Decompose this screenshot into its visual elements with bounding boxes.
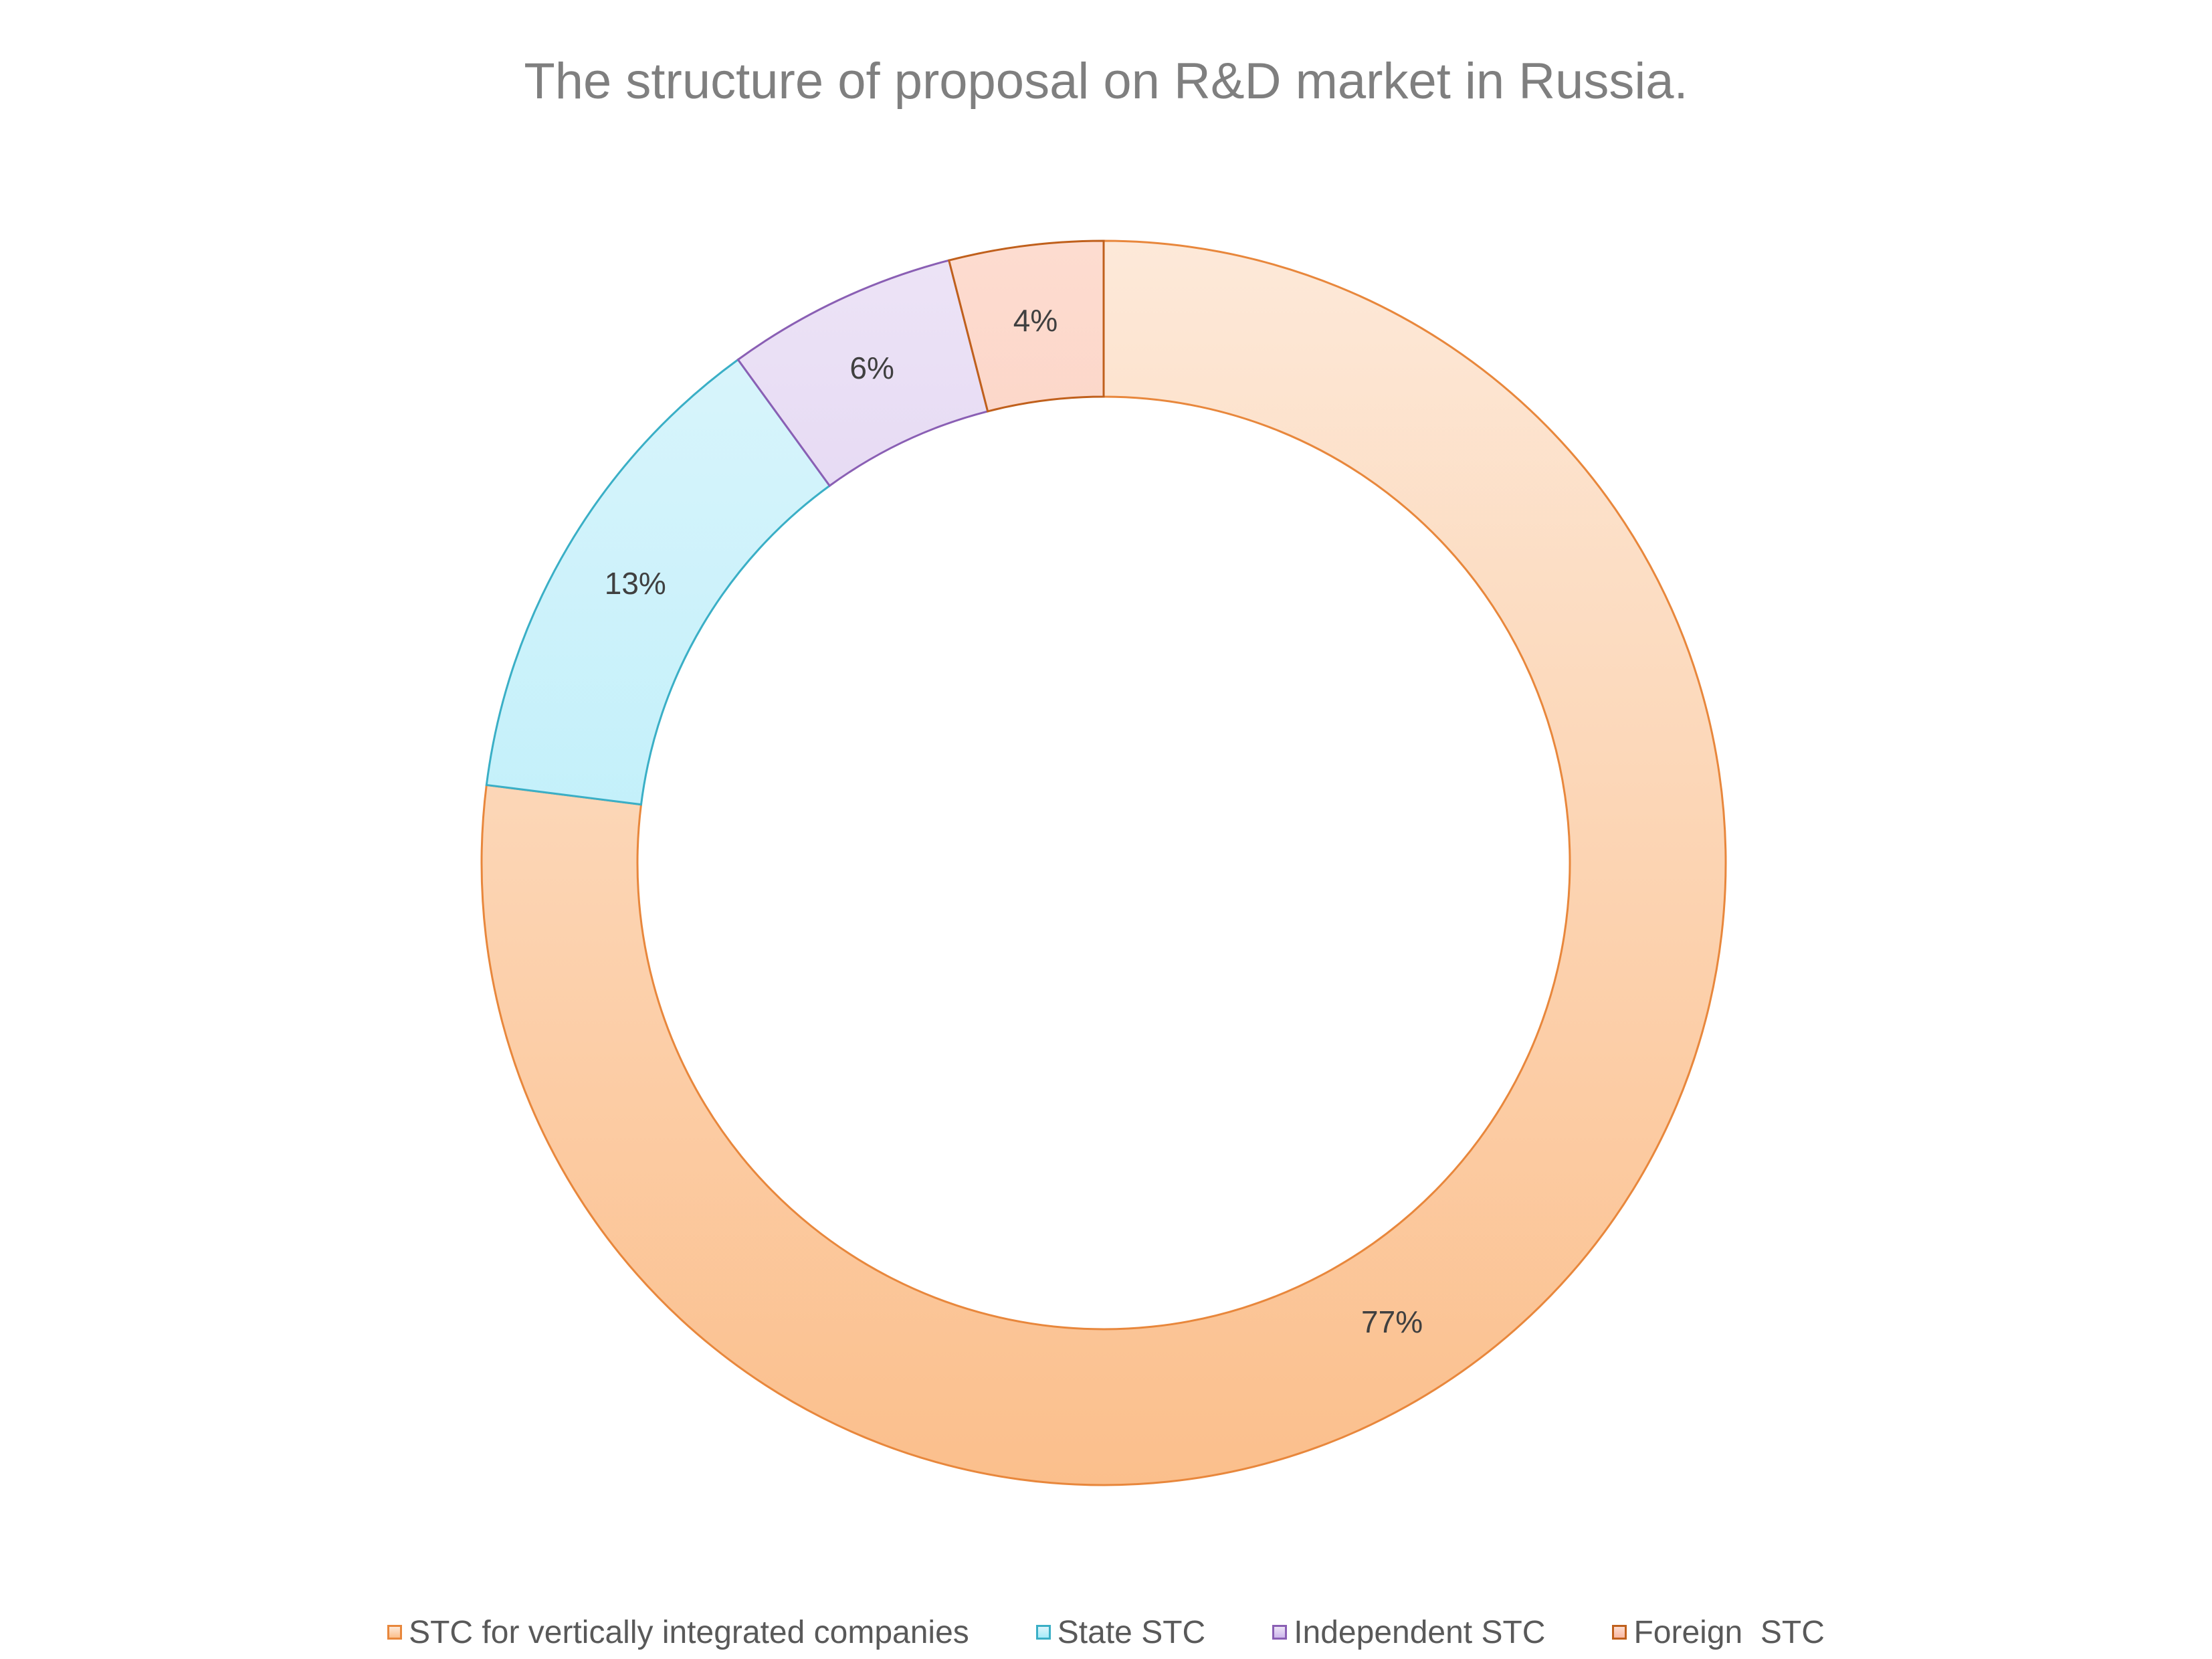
slice-0 — [480, 239, 1727, 1486]
data-label-2: 6% — [849, 351, 894, 385]
data-label-1: 13% — [605, 566, 666, 601]
data-label-3: 4% — [1013, 303, 1058, 338]
data-labels-group: 77% 13% 6% 4% — [605, 303, 1423, 1339]
legend-item-3: Foreign STC — [1612, 1614, 1825, 1651]
legend-item-0: STC for vertically integrated companies — [387, 1614, 969, 1651]
slices-group — [480, 239, 1727, 1486]
legend-label-1: State STC — [1057, 1614, 1206, 1650]
legend-swatch-2 — [1272, 1625, 1288, 1640]
chart-title: The structure of proposal on R&D market … — [524, 53, 1688, 110]
legend: STC for vertically integrated companies S… — [0, 1609, 2212, 1656]
legend-swatch-3 — [1612, 1625, 1627, 1640]
legend-label-3: Foreign STC — [1633, 1614, 1825, 1650]
legend-swatch-1 — [1035, 1625, 1051, 1640]
legend-item-2: Independent STC — [1272, 1614, 1545, 1651]
legend-item-1: State STC — [1035, 1614, 1206, 1651]
legend-label-0: STC for vertically integrated companies — [409, 1614, 969, 1650]
legend-swatch-0 — [387, 1625, 403, 1640]
slice-3 — [947, 239, 1105, 413]
legend-label-2: Independent STC — [1294, 1614, 1546, 1650]
data-label-0: 77% — [1361, 1304, 1423, 1339]
